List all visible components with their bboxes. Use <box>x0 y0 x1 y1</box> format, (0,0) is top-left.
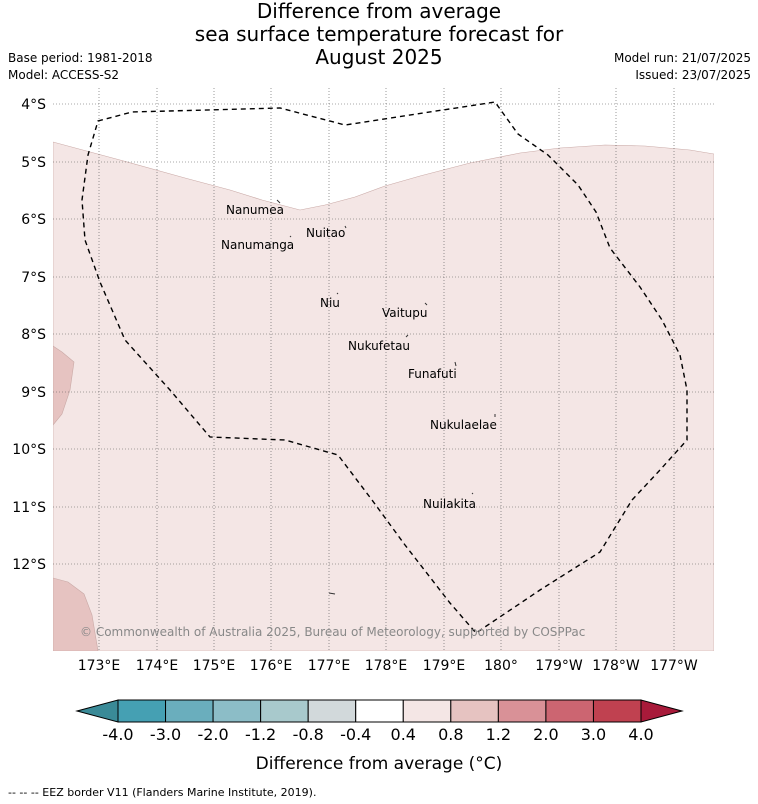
colorbar-tick-label: 2.0 <box>533 725 558 744</box>
lat-label-4s: 4°S <box>21 97 46 113</box>
lat-label-6s: 6°S <box>21 212 46 228</box>
colorbar-segment <box>117 699 167 723</box>
colorbar-segments <box>117 699 642 723</box>
colorbar-tick-label: -3.0 <box>150 725 181 744</box>
island-niu <box>336 292 339 295</box>
place-label-nuilakita: Nuilakita <box>423 497 476 511</box>
place-label-nanumea: Nanumea <box>226 203 284 217</box>
meta-left: Base period: 1981-2018 Model: ACCESS-S2 <box>8 50 153 84</box>
colorbar-over-triangle <box>640 699 684 723</box>
island-nukufetau <box>405 334 409 338</box>
lat-label-8s: 8°S <box>21 327 46 343</box>
lon-label-180: 180° <box>484 658 518 674</box>
island-south <box>328 592 336 595</box>
island-nanumea <box>276 199 281 204</box>
colorbar-segment <box>355 699 404 723</box>
lat-label-9s: 9°S <box>21 385 46 401</box>
place-label-vaitupu: Vaitupu <box>382 306 428 320</box>
lat-label-12s: 12°S <box>12 557 46 573</box>
colorbar-tick-label: -4.0 <box>102 725 133 744</box>
copyright-notice: © Commonwealth of Australia 2025, Bureau… <box>80 625 585 639</box>
issued-date: Issued: 23/07/2025 <box>635 68 751 82</box>
colorbar-segment <box>260 699 309 723</box>
eez-border <box>81 101 688 634</box>
lat-label-7s: 7°S <box>21 270 46 286</box>
lon-label-173e: 173°E <box>78 658 121 674</box>
colorbar-segment <box>497 699 547 723</box>
colorbar-tick-label: 1.2 <box>486 725 511 744</box>
colorbar-segment <box>402 699 452 723</box>
anomaly-region-dark-southwest <box>53 577 99 651</box>
eez-legend-note: -- -- -- EEZ border V11 (Flanders Marine… <box>8 786 317 799</box>
colorbar-segment <box>307 699 357 723</box>
meta-right: Model run: 21/07/2025 Issued: 23/07/2025 <box>614 50 751 84</box>
island-funafuti <box>454 361 457 367</box>
lon-label-177e: 177°E <box>308 658 351 674</box>
colorbar-ticks: -4.0 -3.0 -2.0 -1.2 -0.8 -0.4 0.4 0.8 1.2 2.0 3.0 4… <box>102 725 653 744</box>
base-period: Base period: 1981-2018 <box>8 51 153 65</box>
colorbar-tick-label: 3.0 <box>581 725 606 744</box>
lon-label-174e: 174°E <box>136 658 179 674</box>
lon-label-175e: 175°E <box>193 658 236 674</box>
lon-label-177w: 177°W <box>650 658 698 674</box>
lon-label-178w: 178°W <box>592 658 640 674</box>
title-line-1: Difference from average <box>256 0 502 23</box>
colorbar-segment <box>450 699 499 723</box>
colorbar-tick-label: -2.0 <box>197 725 228 744</box>
island-nuitao <box>344 225 347 229</box>
lat-label-5s: 5°S <box>21 155 46 171</box>
colorbar-tick-label: 0.4 <box>391 725 416 744</box>
colorbar-segment <box>212 699 262 723</box>
title-line-3: August 2025 <box>315 45 443 69</box>
colorbar-tick-label: -1.2 <box>245 725 276 744</box>
place-label-funafuti: Funafuti <box>408 367 457 381</box>
colorbar-segment <box>592 699 642 723</box>
colorbar-segment <box>165 699 214 723</box>
colorbar-tick-label: -0.4 <box>340 725 371 744</box>
colorbar-tick-label: -0.8 <box>293 725 324 744</box>
lon-label-178e: 178°E <box>365 658 408 674</box>
lat-label-10s: 10°S <box>12 442 46 458</box>
place-label-nukulaelae: Nukulaelae <box>430 418 497 432</box>
place-label-nanumanga: Nanumanga <box>221 238 294 252</box>
colorbar-segment <box>545 699 594 723</box>
place-label-nuitao: Nuitao <box>306 226 345 240</box>
map-area: Nanumea Nuitao Nanumanga Niu Vaitupu Nuk… <box>53 88 714 651</box>
island-nanumanga <box>289 235 292 238</box>
model-name: Model: ACCESS-S2 <box>8 68 120 82</box>
lon-label-176e: 176°E <box>250 658 293 674</box>
place-label-nukufetau: Nukufetau <box>348 339 410 353</box>
place-label-niu: Niu <box>320 296 340 310</box>
colorbar-label: Difference from average (°C) <box>256 754 503 774</box>
colorbar-under-triangle <box>75 699 119 723</box>
colorbar-tick-label: 4.0 <box>628 725 653 744</box>
colorbar-tick-label: 0.8 <box>438 725 463 744</box>
chart-title: Difference from average sea surface temp… <box>0 0 758 69</box>
lon-label-179e: 179°E <box>423 658 466 674</box>
lat-label-11s: 11°S <box>12 500 46 516</box>
model-run: Model run: 21/07/2025 <box>613 51 751 65</box>
title-line-2: sea surface temperature forecast for <box>194 22 564 46</box>
anomaly-region-dark-west <box>53 345 75 426</box>
island-vaitupu <box>424 302 428 306</box>
graticule <box>53 88 714 651</box>
island-nuilakita <box>471 492 474 495</box>
anomaly-region-light <box>53 141 714 651</box>
island-markers <box>276 199 496 595</box>
lon-label-179w: 179°W <box>535 658 583 674</box>
colorbar: -4.0 -3.0 -2.0 -1.2 -0.8 -0.4 0.4 0.8 1.2 2.0 3.0 4… <box>75 699 684 774</box>
